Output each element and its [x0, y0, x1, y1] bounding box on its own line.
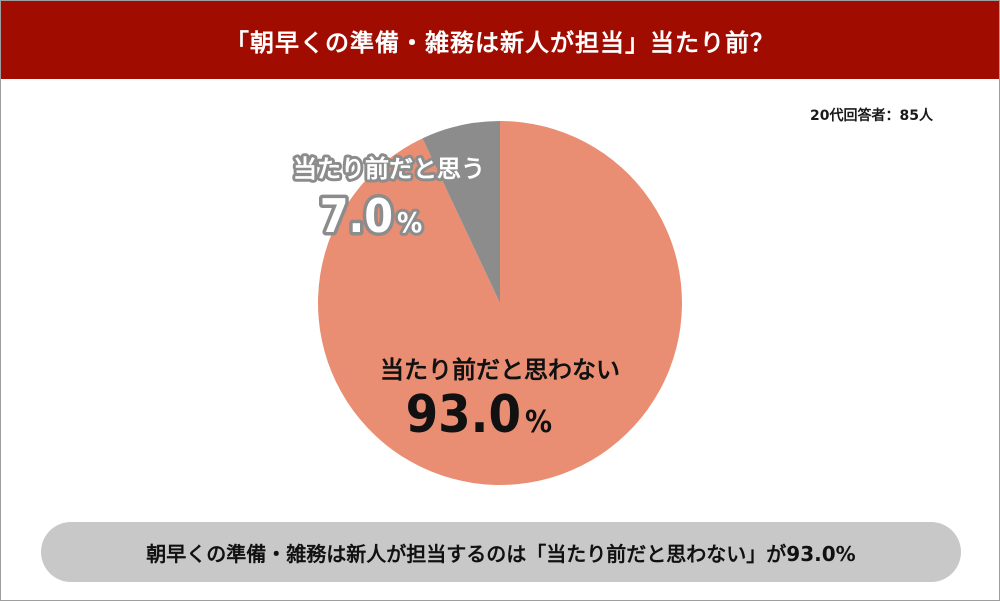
slice-label-no-text: 当たり前だと思わない — [380, 356, 620, 384]
header-bar: 「朝早くの準備・雑務は新人が担当」当たり前？ — [1, 1, 999, 79]
page-title: 「朝早くの準備・雑務は新人が担当」当たり前？ — [225, 28, 775, 57]
pie-slice-not-natural — [317, 121, 682, 485]
summary-text: 朝早くの準備・雑務は新人が担当するのは「当たり前だと思わない」が93.0% — [146, 541, 856, 566]
slice-label-yes: 当たり前だと思う 7.0 % — [290, 152, 488, 247]
slice-value-yes: 7.0 — [320, 189, 393, 243]
pie-slices — [317, 121, 682, 485]
sample-size-note: 20代回答者：85人 — [810, 108, 933, 124]
summary-bar: 朝早くの準備・雑務は新人が担当するのは「当たり前だと思わない」が93.0% — [41, 522, 961, 582]
slice-value-no: 93.0 — [406, 385, 521, 445]
slice-unit-no: % — [525, 405, 552, 440]
pie-slice-natural — [422, 121, 500, 303]
slice-label-yes-text: 当たり前だと思う — [293, 155, 485, 183]
slice-unit-yes: % — [397, 206, 422, 239]
slice-label-no: 当たり前だと思わない 93.0 % — [380, 356, 620, 445]
pie-chart: 当たり前だと思う 7.0 % 当たり前だと思わない 93.0 % — [290, 121, 682, 485]
